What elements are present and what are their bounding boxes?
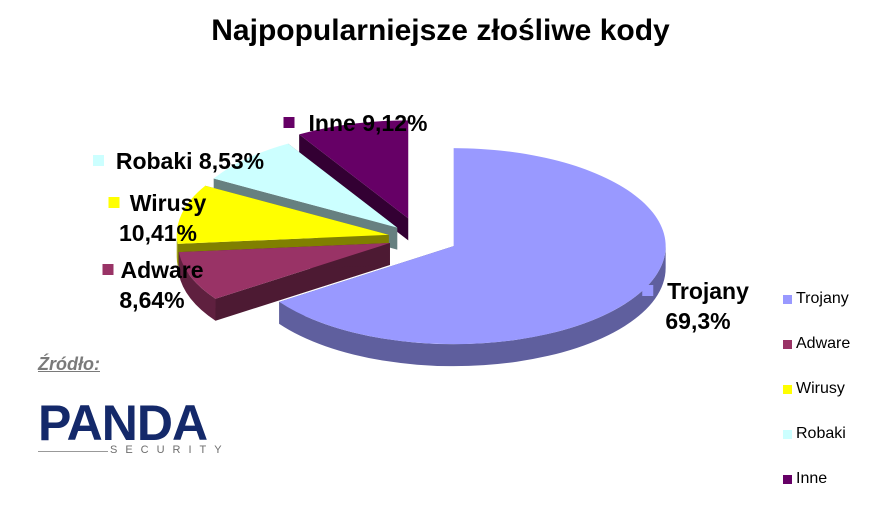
- data-label-text: 10,41%: [119, 220, 197, 246]
- slice-top: [178, 243, 390, 299]
- legend-label: Inne: [796, 470, 828, 487]
- slice-top: [176, 185, 389, 244]
- data-label-marker: [108, 197, 120, 208]
- data-label-text: 69,3%: [665, 308, 730, 334]
- panda-security-logo: PANDA SECURITY: [38, 395, 222, 456]
- data-label-adware: Adware 8,64%: [102, 257, 204, 313]
- data-label-text: Wirusy: [130, 190, 207, 216]
- legend-swatch: [783, 295, 792, 304]
- legend-swatch: [783, 475, 792, 484]
- data-label-robaki: Robaki 8,53%: [93, 148, 264, 174]
- data-label-inne: Inne 9,12%: [283, 110, 428, 136]
- slice-side-wall: [299, 134, 409, 241]
- slice-rim: [178, 252, 216, 321]
- data-label-text: 8,64%: [119, 287, 184, 313]
- data-label-marker: [93, 155, 104, 166]
- pie-slice-adware: [178, 243, 390, 321]
- logo-main-text: PANDA: [38, 395, 208, 451]
- data-label-marker: [283, 117, 295, 128]
- data-label-trojany: Trojany 69,3%: [642, 278, 749, 334]
- legend-label: Adware: [796, 335, 851, 352]
- slice-top: [299, 120, 409, 219]
- slice-rim: [176, 234, 178, 266]
- data-label-wirusy: Wirusy 10,41%: [108, 190, 207, 246]
- logo-divider: [38, 451, 108, 452]
- data-label-text: Robaki 8,53%: [116, 148, 264, 174]
- data-label-text: Adware: [120, 257, 203, 283]
- slice-top: [279, 148, 666, 345]
- pie-slice-trojany: [279, 148, 666, 367]
- legend-label: Trojany: [796, 290, 849, 307]
- data-label-marker: [642, 285, 654, 296]
- legend-swatch: [783, 385, 792, 394]
- data-label-text: Trojany: [667, 278, 749, 304]
- slice-rim: [279, 246, 666, 367]
- data-label-text: Inne 9,12%: [309, 110, 428, 136]
- logo-sub-text: SECURITY: [110, 444, 230, 456]
- legend-swatch: [783, 340, 792, 349]
- legend-label: Robaki: [796, 425, 846, 442]
- legend-label: Wirusy: [796, 380, 845, 397]
- slice-top: [213, 143, 398, 228]
- source-label: Źródło:: [38, 354, 100, 374]
- pie-slice-inne: [299, 120, 409, 241]
- data-label-marker: [102, 264, 114, 275]
- legend-swatch: [783, 430, 792, 439]
- chart-title: Najpopularniejsze złośliwe kody: [211, 14, 670, 47]
